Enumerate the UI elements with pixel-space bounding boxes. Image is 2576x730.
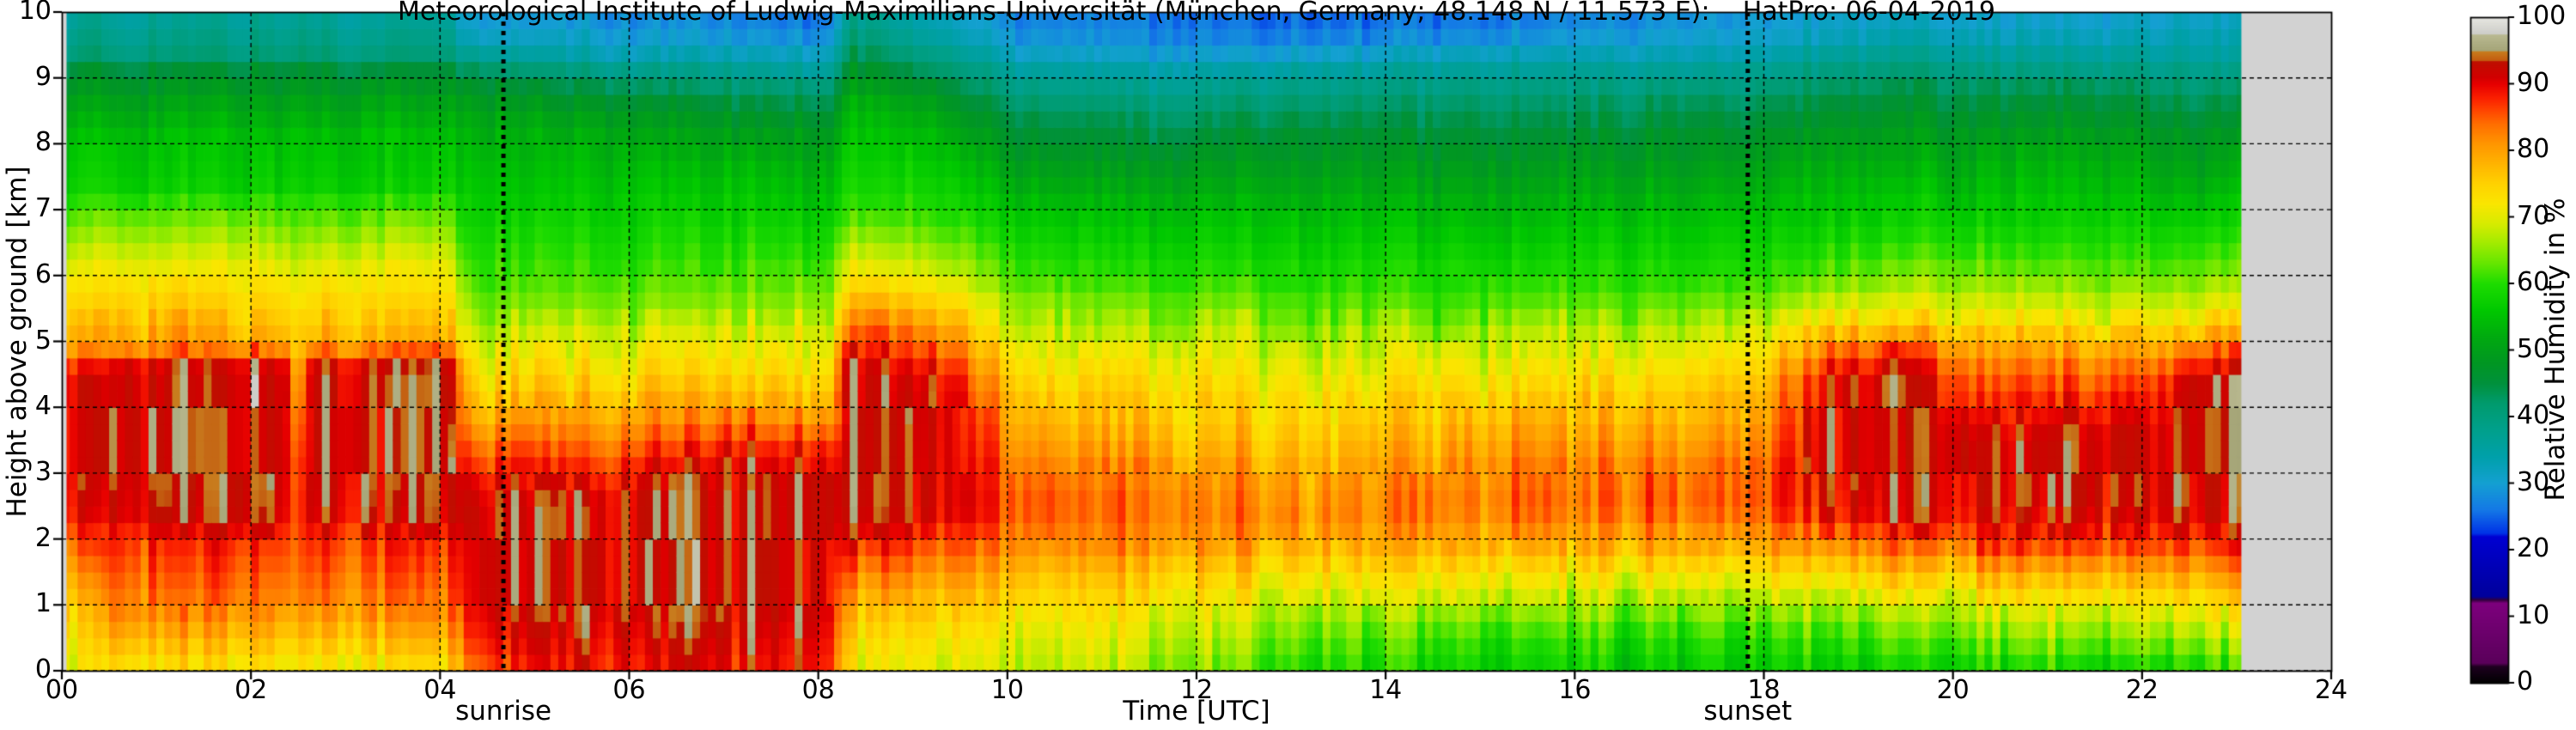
sunrise-annotation: sunrise bbox=[455, 696, 552, 727]
colorbar-tick-label: 0 bbox=[2517, 666, 2534, 697]
x-tick-label: 08 bbox=[801, 675, 835, 705]
x-tick-label: 16 bbox=[1558, 675, 1592, 705]
y-tick-label: 8 bbox=[34, 127, 52, 158]
x-tick-label: 20 bbox=[1936, 675, 1970, 705]
y-tick-label: 0 bbox=[34, 654, 52, 684]
x-tick-label: 14 bbox=[1369, 675, 1403, 705]
y-tick-label: 10 bbox=[18, 0, 52, 26]
colorbar-tick-label: 30 bbox=[2517, 466, 2550, 497]
y-tick-label: 4 bbox=[34, 391, 52, 422]
colorbar-tick-label: 80 bbox=[2517, 134, 2550, 164]
x-tick-label: 04 bbox=[423, 675, 457, 705]
colorbar-tick-label: 60 bbox=[2517, 267, 2550, 297]
colorbar-tick-label: 10 bbox=[2517, 599, 2550, 630]
x-tick-label: 18 bbox=[1747, 675, 1781, 705]
y-tick-label: 5 bbox=[34, 325, 52, 356]
x-tick-label: 12 bbox=[1179, 675, 1214, 705]
colorbar-tick-label: 90 bbox=[2517, 67, 2550, 98]
colorbar-tick-label: 20 bbox=[2517, 533, 2550, 563]
sunset-annotation: sunset bbox=[1703, 696, 1793, 727]
x-axis-label: Time [UTC] bbox=[1123, 696, 1270, 727]
y-tick-label: 6 bbox=[34, 259, 52, 289]
chart-title: Meteorological Institute of Ludwig-Maxim… bbox=[397, 0, 1996, 27]
colorbar-tick-label: 70 bbox=[2517, 200, 2550, 231]
y-tick-label: 7 bbox=[34, 193, 52, 224]
x-tick-label: 06 bbox=[612, 675, 646, 705]
x-tick-label: 22 bbox=[2125, 675, 2159, 705]
colorbar-tick-label: 40 bbox=[2517, 400, 2550, 430]
colorbar-tick-label: 100 bbox=[2517, 1, 2567, 31]
y-tick-label: 1 bbox=[34, 588, 52, 619]
x-tick-label: 02 bbox=[234, 675, 268, 705]
y-tick-label: 2 bbox=[34, 522, 52, 553]
x-tick-label: 10 bbox=[990, 675, 1024, 705]
x-tick-label: 00 bbox=[45, 675, 79, 705]
y-tick-label: 3 bbox=[34, 456, 52, 487]
colorbar-tick-label: 50 bbox=[2517, 333, 2550, 364]
y-tick-label: 9 bbox=[34, 61, 52, 92]
x-tick-label: 24 bbox=[2314, 675, 2348, 705]
